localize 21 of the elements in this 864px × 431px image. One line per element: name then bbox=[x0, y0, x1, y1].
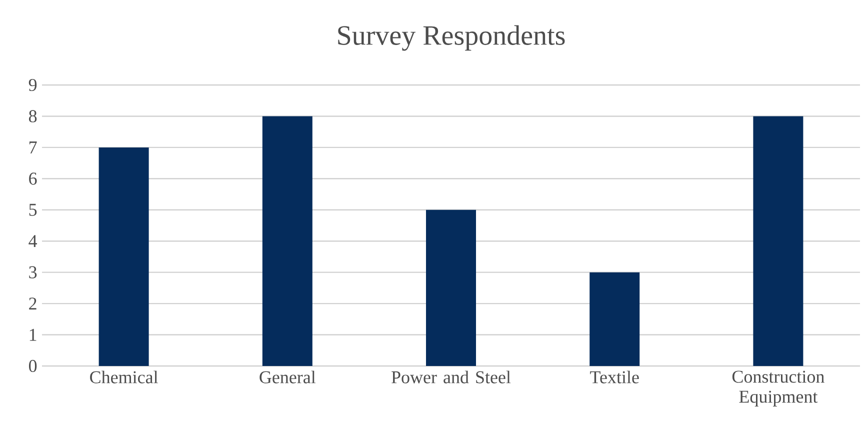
y-tick-label: 8 bbox=[28, 110, 37, 122]
x-tick-label: Power and Steel bbox=[392, 370, 511, 384]
y-tick-label: 5 bbox=[29, 204, 37, 216]
bar bbox=[753, 116, 804, 366]
y-tick-label: 1 bbox=[30, 328, 36, 341]
bar bbox=[426, 210, 476, 366]
y-tick-label: 9 bbox=[28, 78, 37, 92]
x-tick-label: Textile bbox=[590, 370, 639, 384]
y-tick-label: 3 bbox=[29, 266, 37, 278]
x-tick-label: General bbox=[260, 370, 316, 384]
x-tick-label: Chemical bbox=[90, 370, 158, 384]
y-tick-label: 4 bbox=[28, 235, 38, 248]
y-tick-label: 0 bbox=[28, 360, 37, 372]
bar bbox=[98, 147, 149, 366]
x-tick-label: Construction Equipment bbox=[732, 370, 824, 406]
bar bbox=[590, 272, 640, 366]
y-tick-label: 2 bbox=[29, 298, 36, 310]
bar bbox=[262, 116, 312, 366]
y-tick-label: 6 bbox=[29, 172, 37, 185]
y-tick-label: 7 bbox=[29, 142, 37, 154]
chart-title: Survey Respondents bbox=[338, 25, 565, 51]
